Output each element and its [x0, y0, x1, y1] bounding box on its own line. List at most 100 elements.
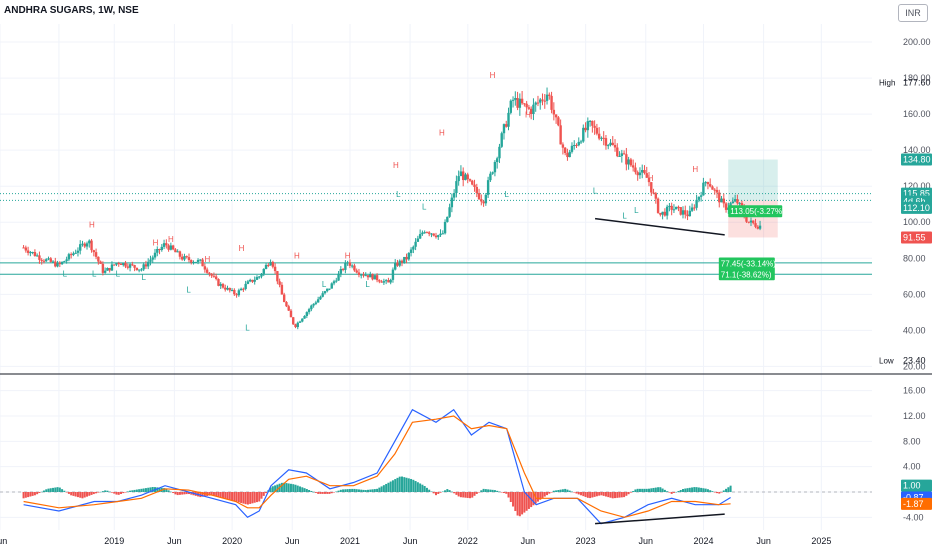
macd-histogram-bar [498, 491, 501, 493]
candle-body [330, 283, 333, 289]
candle-body [552, 109, 556, 115]
candle-body [595, 127, 599, 134]
candle-body [375, 275, 379, 281]
macd-histogram-bar [686, 488, 689, 492]
macd-histogram-bar [591, 492, 594, 498]
high-pivot-label: H [525, 111, 531, 120]
macd-histogram-bar [357, 489, 360, 492]
macd-histogram-bar [47, 488, 50, 492]
candle-body [668, 205, 671, 207]
candle-body [294, 324, 297, 328]
macd-histogram-bar [718, 492, 721, 494]
candle-body [108, 268, 111, 271]
candle-body [708, 184, 712, 187]
high-pivot-label: H [692, 165, 698, 174]
candle-body [328, 288, 331, 290]
candle-body [24, 247, 28, 251]
macd-histogram-bar [679, 490, 682, 492]
candle-body [251, 279, 254, 282]
position-profit-zone [728, 159, 778, 201]
candle-body [693, 207, 696, 209]
macd-histogram-bar [586, 492, 589, 498]
currency-badge[interactable]: INR [898, 4, 928, 22]
candle-body [307, 309, 311, 313]
candle-body [106, 268, 109, 271]
macd-histogram-bar [124, 492, 127, 493]
macd-histogram-bar [611, 492, 614, 499]
macd-histogram-bar [570, 491, 573, 493]
macd-histogram-bar [208, 492, 211, 496]
macd-histogram-bar [131, 490, 134, 492]
candle-body [131, 264, 134, 266]
macd-histogram-bar [473, 492, 476, 496]
macd-histogram-bar [484, 489, 487, 492]
candle-body [613, 144, 617, 148]
macd-y-tick-label: 12.00 [903, 411, 926, 421]
macd-histogram-bar [666, 491, 669, 492]
x-tick-label: 2020 [222, 536, 242, 546]
candle-body [205, 269, 209, 273]
candle-body [724, 203, 728, 210]
x-tick-label: Jun [756, 536, 771, 546]
macd-histogram-bar [305, 489, 308, 492]
macd-histogram-bar [274, 485, 277, 492]
macd-histogram-bar [167, 490, 170, 492]
low-pivot-label: L [622, 212, 627, 221]
high-pivot-label: H [345, 251, 351, 260]
macd-histogram-bar [672, 492, 675, 493]
candle-body [425, 232, 429, 234]
macd-histogram-bar [423, 486, 426, 492]
macd-histogram-bar [407, 478, 410, 492]
macd-histogram-bar [661, 488, 664, 492]
candle-body [341, 269, 345, 271]
macd-histogram-bar [437, 492, 440, 494]
macd-histogram-bar [156, 487, 159, 492]
candle-body [276, 271, 279, 282]
macd-histogram-bar [634, 489, 637, 492]
candle-body [74, 252, 77, 254]
x-tick-label: 2023 [576, 536, 596, 546]
candle-body [180, 256, 184, 260]
macd-histogram-bar [648, 488, 651, 492]
macd-histogram-bar [217, 492, 220, 497]
macd-histogram-bar [76, 492, 79, 498]
candle-body [210, 273, 213, 276]
candle-body [570, 145, 574, 152]
candle-body [178, 251, 182, 257]
candle-body [464, 174, 467, 181]
candle-body [407, 252, 411, 260]
macd-histogram-bar [650, 488, 653, 492]
macd-histogram-bar [210, 492, 213, 496]
low-pivot-label: L [92, 269, 97, 278]
high-pivot-label: H [648, 174, 654, 183]
macd-histogram-bar [614, 492, 617, 499]
y-tick-label: 80.00 [903, 253, 926, 263]
candle-body [99, 261, 102, 264]
macd-histogram-bar [487, 489, 490, 492]
candle-body [718, 192, 721, 203]
candle-body [151, 257, 154, 260]
macd-histogram-bar [178, 492, 181, 495]
candle-body [69, 254, 73, 256]
macd-histogram-bar [355, 489, 358, 492]
candle-body [140, 269, 143, 271]
macd-histogram-bar [541, 492, 544, 499]
candle-body [455, 181, 458, 194]
candle-body [609, 142, 612, 146]
macd-histogram-bar [713, 492, 716, 493]
macd-histogram-bar [296, 485, 299, 492]
macd-histogram-bar [491, 489, 494, 492]
macd-histogram-bar [339, 489, 342, 492]
candle-body [169, 245, 173, 250]
candle-body [165, 243, 168, 246]
candle-body [620, 153, 624, 157]
candle-body [597, 133, 601, 139]
candle-body [38, 255, 41, 260]
macd-histogram-bar [90, 492, 93, 495]
candle-body [405, 256, 408, 260]
candle-body [473, 184, 476, 187]
candle-body [471, 180, 474, 185]
macd-histogram-bar [346, 489, 349, 492]
macd-histogram-bar [564, 488, 567, 492]
